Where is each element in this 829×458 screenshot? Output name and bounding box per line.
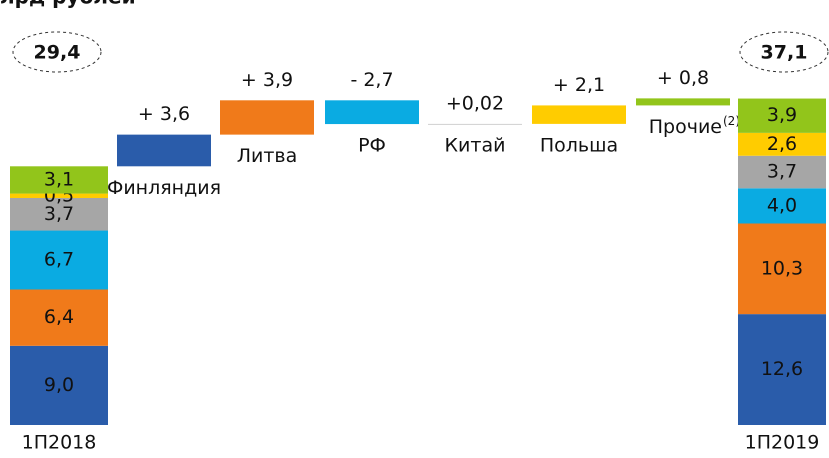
- stack-segment: [738, 155, 826, 189]
- x-tick-label: 1П2019: [745, 432, 820, 454]
- step-bar: [117, 134, 211, 167]
- stack-segment: [10, 289, 108, 346]
- step-value-label: + 3,9: [241, 69, 293, 91]
- step-value-label: +0,02: [446, 92, 504, 114]
- step-category: Польша: [540, 134, 618, 156]
- chart-title: лрд рублей: [0, 0, 136, 9]
- stack-segment: [10, 230, 108, 290]
- step-bar: [428, 123, 522, 125]
- stack-segment: [10, 197, 108, 231]
- total-label: 29,4: [34, 42, 81, 64]
- segment-label: 2,6: [767, 133, 797, 155]
- step-bar: [220, 100, 314, 135]
- segment-label: 6,7: [44, 249, 74, 271]
- segment-label: 3,7: [44, 203, 74, 225]
- segment-label: 3,7: [767, 161, 797, 183]
- step-value-label: - 2,7: [350, 69, 393, 91]
- total-bubble: [739, 31, 829, 73]
- total-label: 37,1: [761, 42, 808, 64]
- stack-segment: [738, 223, 826, 315]
- segment-label: 4,0: [767, 194, 797, 216]
- total-bubble: [12, 31, 102, 73]
- step-category: Финляндия: [107, 177, 221, 199]
- x-tick-label: 1П2018: [22, 432, 97, 454]
- segment-label: 3,1: [44, 168, 74, 190]
- segment-label: 10,3: [761, 257, 803, 279]
- step-category: Литва: [237, 145, 298, 167]
- stack-segment: [10, 345, 108, 425]
- step-bar: [325, 100, 419, 125]
- step-bar: [636, 98, 730, 106]
- segment-label: 9,0: [44, 374, 74, 396]
- stack-segment: [10, 193, 108, 198]
- stack-segment: [738, 132, 826, 156]
- stack-segment: [738, 314, 826, 425]
- segment-label: 6,4: [44, 306, 74, 328]
- segment-label: 3,9: [767, 104, 797, 126]
- stack-segment: [10, 166, 108, 194]
- step-category: Китай: [445, 135, 506, 157]
- footnote-mark: (2): [723, 114, 740, 128]
- step-bar: [532, 105, 626, 124]
- segment-label: 12,6: [761, 358, 803, 380]
- step-value-label: + 0,8: [657, 67, 709, 89]
- stack-segment: [738, 98, 826, 133]
- stack-segment: [738, 188, 826, 224]
- step-category: РФ: [358, 135, 386, 157]
- step-value-label: + 3,6: [138, 103, 190, 125]
- step-value-label: + 2,1: [553, 74, 605, 96]
- step-category: Прочие: [649, 116, 722, 138]
